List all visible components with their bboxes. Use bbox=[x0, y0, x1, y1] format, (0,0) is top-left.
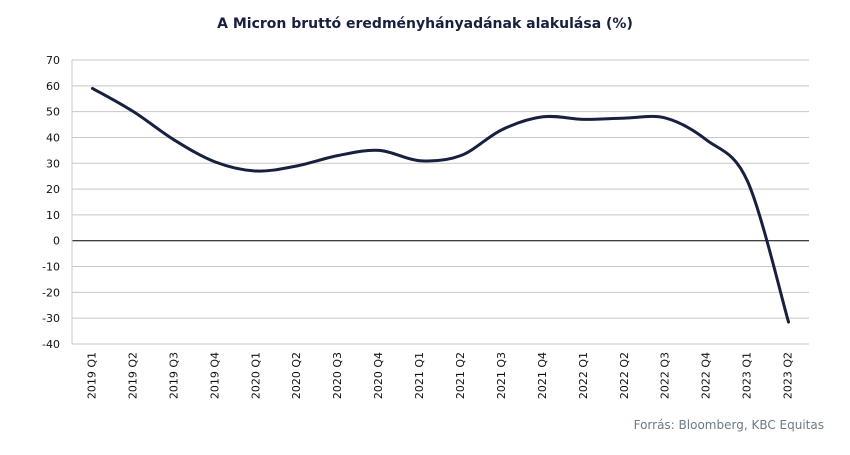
x-tick-label: 2021 Q4 bbox=[536, 352, 549, 399]
x-tick-label: 2021 Q3 bbox=[495, 352, 508, 399]
y-tick-label: 10 bbox=[46, 209, 60, 222]
series-line bbox=[90, 86, 791, 324]
y-tick-label: 70 bbox=[46, 54, 60, 67]
y-tick-label: 50 bbox=[46, 106, 60, 119]
y-tick-label: 60 bbox=[46, 80, 60, 93]
chart-title: A Micron bruttó eredményhányadának alaku… bbox=[217, 16, 633, 32]
x-tick-label: 2019 Q1 bbox=[85, 352, 98, 399]
y-tick-label: -20 bbox=[42, 286, 60, 299]
x-axis-ticks: 2019 Q1 2019 Q2 2019 Q3 2019 Q4 2020 Q1 2020 … bbox=[85, 352, 794, 399]
x-tick-label: 2022 Q2 bbox=[618, 352, 631, 399]
y-axis-ticks: -40 -30 -20 -10 0 10 20 30 40 50 60 70 bbox=[42, 54, 60, 351]
y-tick-label: -40 bbox=[42, 338, 60, 351]
series-layer bbox=[90, 86, 791, 324]
y-tick-label: 20 bbox=[46, 183, 60, 196]
x-tick-label: 2023 Q1 bbox=[741, 352, 754, 399]
x-tick-label: 2020 Q3 bbox=[331, 352, 344, 399]
x-tick-label: 2020 Q2 bbox=[290, 352, 303, 399]
y-tick-label: -10 bbox=[42, 261, 60, 274]
y-tick-label: -30 bbox=[42, 312, 60, 325]
x-tick-label: 2021 Q2 bbox=[454, 352, 467, 399]
x-tick-label: 2019 Q2 bbox=[126, 352, 139, 399]
gridlines bbox=[71, 59, 809, 345]
x-tick-label: 2020 Q1 bbox=[249, 352, 262, 399]
x-tick-label: 2023 Q2 bbox=[782, 352, 795, 399]
x-tick-label: 2021 Q1 bbox=[413, 352, 426, 399]
y-tick-label: 40 bbox=[46, 131, 60, 144]
source-note: Forrás: Bloomberg, KBC Equitas bbox=[633, 418, 824, 432]
y-tick-label: 30 bbox=[46, 157, 60, 170]
x-tick-label: 2019 Q4 bbox=[208, 352, 221, 399]
x-tick-label: 2022 Q3 bbox=[659, 352, 672, 399]
x-tick-label: 2022 Q1 bbox=[577, 352, 590, 399]
y-tick-label: 0 bbox=[53, 235, 60, 248]
x-tick-label: 2020 Q4 bbox=[372, 352, 385, 399]
x-tick-label: 2022 Q4 bbox=[700, 352, 713, 399]
x-tick-label: 2019 Q3 bbox=[167, 352, 180, 399]
